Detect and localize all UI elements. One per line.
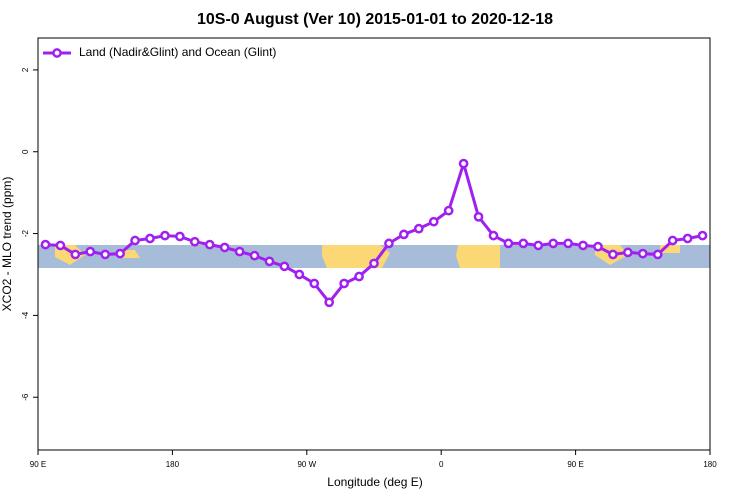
- data-point: [697, 230, 708, 241]
- y-tick-label: -2: [21, 229, 30, 237]
- x-tick-label: 90 E: [30, 460, 46, 469]
- y-tick-label: -6: [21, 393, 30, 401]
- data-point: [70, 249, 81, 260]
- data-point: [294, 269, 305, 280]
- data-point: [264, 256, 275, 267]
- data-point: [443, 205, 454, 216]
- data-point: [354, 271, 364, 282]
- land-patch: [55, 245, 680, 268]
- data-line: [45, 158, 703, 305]
- y-tick-label: -4: [21, 311, 30, 319]
- data-point: [533, 240, 544, 251]
- data-point: [593, 241, 603, 252]
- data-point: [503, 238, 514, 249]
- data-point: [249, 250, 260, 261]
- data-point: [652, 249, 663, 260]
- data-point: [130, 235, 140, 246]
- legend-marker: [52, 48, 62, 58]
- x-axis-label: Longitude (deg E): [327, 475, 422, 489]
- data-point: [682, 233, 693, 244]
- data-point: [369, 258, 379, 269]
- data-point: [40, 239, 51, 250]
- data-point: [384, 238, 394, 249]
- y-tick-label: 2: [21, 67, 30, 72]
- data-point: [623, 247, 633, 258]
- x-tick-label: 180: [703, 460, 717, 469]
- data-point: [115, 248, 125, 259]
- data-point: [55, 240, 66, 251]
- data-point: [413, 223, 424, 234]
- x-tick-label: 0: [439, 460, 444, 469]
- data-point: [324, 297, 335, 308]
- data-point: [145, 233, 155, 244]
- data-point: [428, 216, 439, 227]
- chart-title: 10S-0 August (Ver 10) 2015-01-01 to 2020…: [197, 11, 553, 28]
- data-point: [473, 211, 484, 222]
- data-point: [339, 278, 349, 289]
- data-point: [100, 249, 111, 260]
- data-point: [175, 231, 185, 242]
- data-point: [160, 230, 170, 241]
- y-axis-label: XCO2 - MLO trend (ppm): [0, 177, 14, 312]
- data-point: [219, 242, 230, 253]
- data-point: [637, 248, 648, 259]
- data-point: [85, 246, 96, 257]
- data-point: [563, 238, 573, 249]
- legend-label: Land (Nadir&Glint) and Ocean (Glint): [79, 45, 276, 59]
- data-point: [667, 235, 678, 246]
- data-point: [548, 238, 559, 249]
- data-point: [458, 158, 469, 169]
- data-point: [279, 261, 290, 272]
- data-point: [189, 236, 200, 247]
- data-point: [518, 238, 529, 249]
- x-tick-label: 90 E: [567, 460, 583, 469]
- data-point: [234, 246, 245, 257]
- plot-frame: [37, 37, 711, 451]
- data-point: [204, 239, 215, 250]
- data-point: [608, 249, 618, 260]
- x-tick-label: 180: [166, 460, 180, 469]
- map-strip: [38, 245, 710, 268]
- data-point: [309, 278, 320, 289]
- x-tick-label: 90 W: [297, 460, 316, 469]
- data-point: [399, 229, 409, 240]
- y-tick-label: 0: [21, 149, 30, 154]
- data-point: [578, 240, 588, 251]
- data-point: [488, 230, 499, 241]
